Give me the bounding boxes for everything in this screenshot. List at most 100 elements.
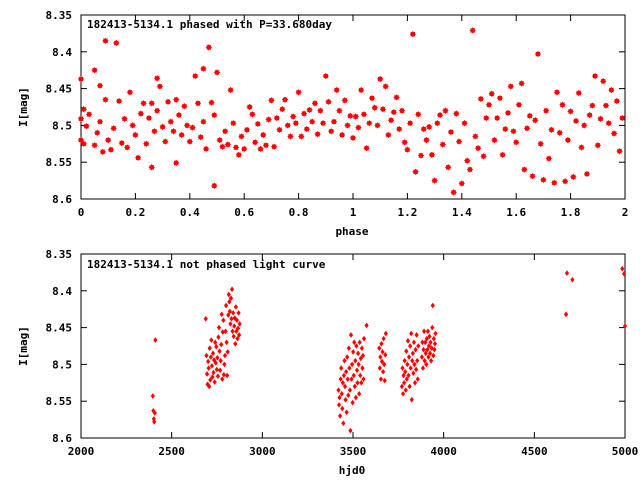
data-point-hjd: [206, 365, 211, 371]
data-point-phased: [186, 138, 193, 145]
data-point-phased: [254, 120, 261, 128]
data-point-phased: [336, 107, 343, 114]
top-y-tick-label: 8.55: [46, 156, 73, 169]
top-x-tick-label: 0.2: [125, 206, 145, 219]
data-point-phased: [284, 122, 291, 129]
data-point-hjd: [210, 374, 215, 380]
data-point-phased: [314, 131, 321, 138]
data-point-phased: [393, 94, 400, 101]
data-point-hjd: [382, 361, 387, 368]
top-x-tick-label: 0: [78, 206, 85, 219]
data-point-phased: [102, 37, 109, 44]
bottom-x-tick-label: 4500: [521, 445, 548, 458]
data-point-phased: [77, 75, 85, 83]
data-point-phased: [559, 101, 566, 108]
data-point-hjd: [338, 376, 343, 382]
top-x-tick-label: 1.6: [506, 206, 526, 219]
y-axis-label-bottom: I[mag]: [17, 326, 30, 366]
data-point-hjd: [415, 376, 420, 382]
data-point-hjd: [336, 387, 341, 393]
data-point-hjd: [226, 312, 231, 318]
data-point-phased: [99, 148, 106, 156]
data-point-phased: [366, 119, 373, 127]
data-point-phased: [545, 155, 553, 162]
data-point-phased: [80, 140, 87, 147]
data-point-hjd: [340, 380, 345, 386]
data-point-hjd: [425, 346, 430, 353]
x-axis-label-bottom: hjd0: [339, 464, 366, 477]
data-point-phased: [404, 146, 411, 153]
data-point-phased: [553, 89, 561, 96]
data-point-phased: [270, 143, 278, 150]
data-point-hjd: [410, 357, 415, 364]
data-point-hjd: [358, 372, 363, 379]
data-point-hjd: [408, 343, 413, 349]
data-point-hjd: [225, 372, 230, 379]
data-point-hjd: [413, 346, 418, 353]
data-point-phased: [442, 107, 449, 114]
data-point-phased: [235, 151, 242, 159]
data-point-hjd: [344, 409, 349, 416]
data-point-hjd: [153, 337, 158, 343]
data-point-phased: [279, 106, 286, 113]
data-point-phased: [417, 152, 425, 159]
data-point-hjd: [212, 379, 217, 385]
data-point-phased: [85, 111, 93, 118]
data-point-hjd: [207, 383, 212, 390]
data-point-phased: [357, 86, 365, 94]
data-point-hjd: [230, 328, 235, 335]
data-point-phased: [311, 100, 319, 107]
data-point-phased: [412, 168, 419, 175]
series-phased-points: [77, 27, 626, 196]
data-point-hjd: [340, 405, 345, 412]
data-point-hjd: [400, 365, 405, 371]
data-point-phased: [221, 128, 229, 135]
data-point-phased: [153, 107, 161, 114]
data-point-hjd: [337, 394, 342, 401]
data-point-phased: [115, 97, 123, 105]
data-point-phased: [387, 117, 395, 124]
data-point-hjd: [233, 304, 238, 310]
top-x-tick-label: 2: [622, 206, 629, 219]
data-point-hjd: [402, 357, 407, 364]
data-point-phased: [521, 166, 528, 173]
data-point-hjd: [423, 350, 428, 357]
bottom-y-tick-label: 8.4: [52, 285, 72, 298]
data-point-hjd: [425, 328, 430, 335]
data-point-hjd: [203, 315, 208, 322]
data-point-phased: [227, 86, 234, 94]
data-point-hjd: [405, 338, 411, 344]
data-point-hjd: [378, 354, 383, 360]
bottom-y-tick-label: 8.5: [52, 358, 72, 371]
data-point-phased: [268, 97, 275, 104]
data-point-hjd: [429, 357, 434, 364]
data-point-phased: [485, 101, 493, 108]
data-point-hjd: [342, 383, 348, 390]
data-point-phased: [510, 128, 517, 135]
data-point-hjd: [382, 377, 387, 384]
data-point-phased: [344, 122, 351, 129]
data-point-phased: [317, 107, 324, 114]
data-point-phased: [436, 111, 444, 119]
data-point-phased: [151, 128, 158, 135]
data-point-phased: [273, 114, 281, 122]
data-point-hjd: [426, 354, 431, 360]
data-point-phased: [382, 83, 389, 90]
data-point-hjd: [364, 322, 369, 329]
data-point-phased: [249, 111, 256, 118]
data-point-phased: [431, 177, 438, 184]
top-y-tick-label: 8.45: [46, 83, 73, 96]
data-point-phased: [91, 67, 98, 74]
data-point-hjd: [383, 352, 388, 358]
data-point-phased: [537, 140, 544, 147]
data-point-phased: [105, 136, 112, 144]
data-point-phased: [107, 146, 115, 153]
data-point-hjd: [345, 354, 350, 360]
data-point-phased: [96, 82, 104, 89]
data-point-phased: [287, 133, 294, 140]
data-point-phased: [281, 96, 289, 103]
data-point-phased: [496, 94, 504, 102]
data-point-phased: [420, 125, 427, 133]
data-point-hjd: [378, 376, 384, 382]
